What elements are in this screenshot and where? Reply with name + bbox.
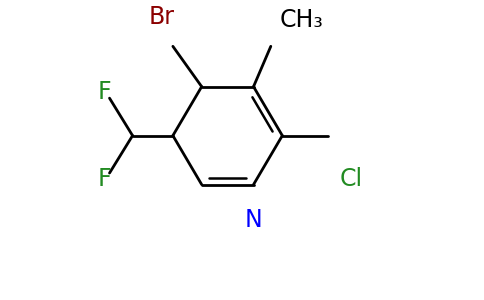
Text: N: N xyxy=(244,208,262,232)
Text: F: F xyxy=(98,167,112,191)
Text: CH₃: CH₃ xyxy=(279,8,323,32)
Text: F: F xyxy=(98,80,112,104)
Text: Cl: Cl xyxy=(340,167,363,191)
Text: Br: Br xyxy=(149,5,174,29)
